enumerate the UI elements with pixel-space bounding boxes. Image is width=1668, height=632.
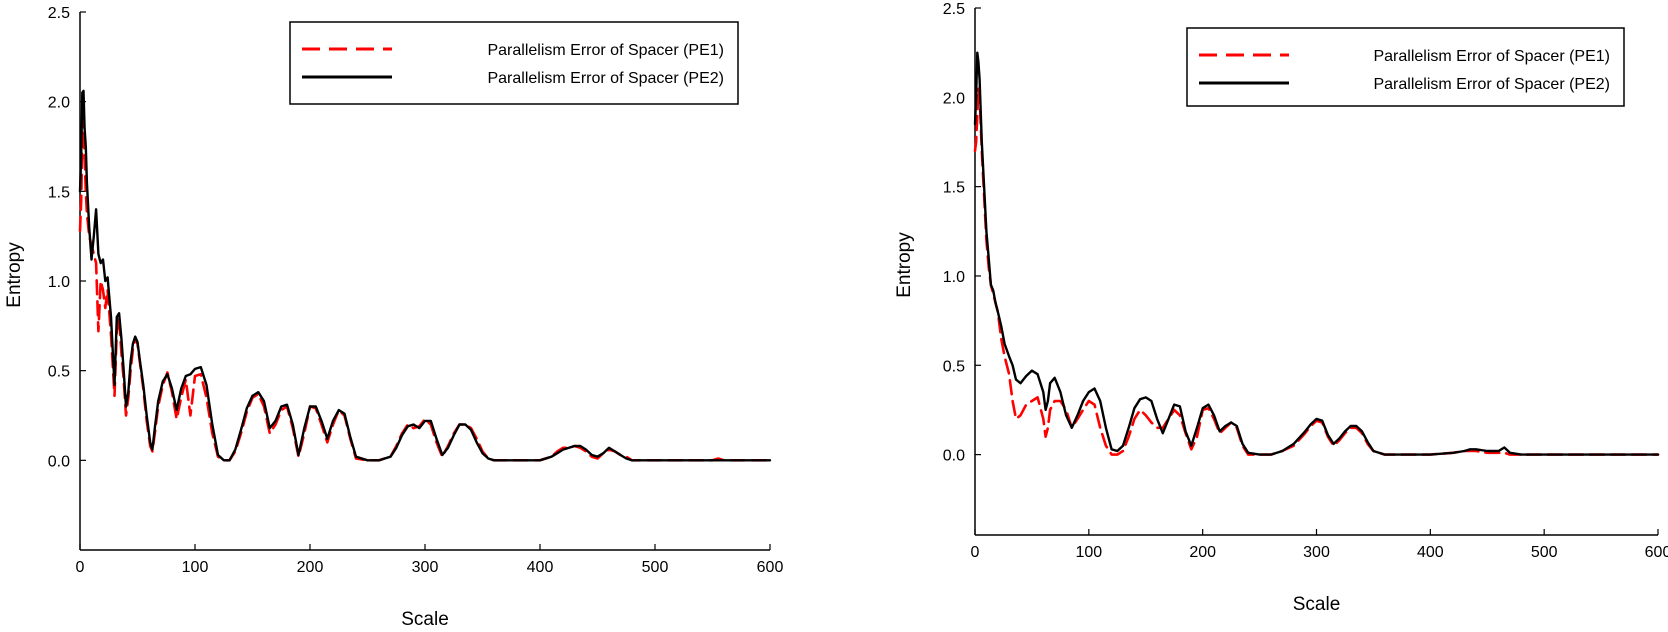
x-tick-label: 400 xyxy=(1417,544,1444,561)
y-tick-label: 2.5 xyxy=(943,1,965,18)
x-tick-label: 400 xyxy=(527,559,554,576)
chart-2: 0.0 0.5 1.0 1.5 2.0 2.5 0 100 200 300 400 500 600 Sca… xyxy=(894,1,1668,615)
legend-label-pe1: Parallelism Error of Spacer (PE1) xyxy=(487,42,724,59)
x-tick-label: 100 xyxy=(182,559,209,576)
x-tick-label: 0 xyxy=(971,544,980,561)
legend-label-pe1: Parallelism Error of Spacer (PE1) xyxy=(1373,48,1610,65)
x-tick-label: 0 xyxy=(76,559,85,576)
x-axis-title: Scale xyxy=(401,609,449,630)
series-line-pe1 xyxy=(973,87,1660,456)
legend-box xyxy=(1186,27,1625,107)
y-tick-label: 1.5 xyxy=(943,180,965,197)
y-tick-label: 0.5 xyxy=(48,364,70,381)
y-tick-label: 2.0 xyxy=(943,90,965,107)
y-tick-label: 1.0 xyxy=(48,274,70,291)
series-line-pe1 xyxy=(78,118,772,462)
x-tick-label: 500 xyxy=(1531,544,1558,561)
x-tick-label: 500 xyxy=(642,559,669,576)
x-tick-label: 200 xyxy=(297,559,324,576)
chart-1: 0.0 0.5 1.0 1.5 2.0 2.5 0 100 200 300 400 500 600 Sca… xyxy=(4,5,783,630)
y-tick-label: 2.5 xyxy=(48,5,70,22)
legend: Parallelism Error of Spacer (PE1) Paralle… xyxy=(1186,27,1625,107)
y-axis-title: Entropy xyxy=(4,242,25,308)
x-tick-label: 300 xyxy=(1303,544,1330,561)
x-tick-label: 300 xyxy=(412,559,439,576)
series-line-pe2 xyxy=(973,51,1660,456)
y-tick-label: 0.0 xyxy=(943,448,965,465)
legend-label-pe2: Parallelism Error of Spacer (PE2) xyxy=(487,70,724,87)
legend-label-pe2: Parallelism Error of Spacer (PE2) xyxy=(1373,76,1610,93)
y-tick-label: 1.5 xyxy=(48,184,70,201)
x-tick-label: 100 xyxy=(1075,544,1102,561)
y-axis-title: Entropy xyxy=(894,232,915,298)
y-tick-label: 0.5 xyxy=(943,358,965,375)
y-tick-label: 2.0 xyxy=(48,95,70,112)
legend: Parallelism Error of Spacer (PE1) Paralle… xyxy=(289,21,739,105)
x-tick-label: 200 xyxy=(1189,544,1216,561)
x-tick-label: 600 xyxy=(757,559,784,576)
y-tick-label: 1.0 xyxy=(943,269,965,286)
y-tick-label: 0.0 xyxy=(48,453,70,470)
x-tick-label: 600 xyxy=(1645,544,1668,561)
series-line-pe2 xyxy=(78,89,772,462)
legend-box xyxy=(289,21,739,105)
x-axis-title: Scale xyxy=(1293,594,1341,615)
